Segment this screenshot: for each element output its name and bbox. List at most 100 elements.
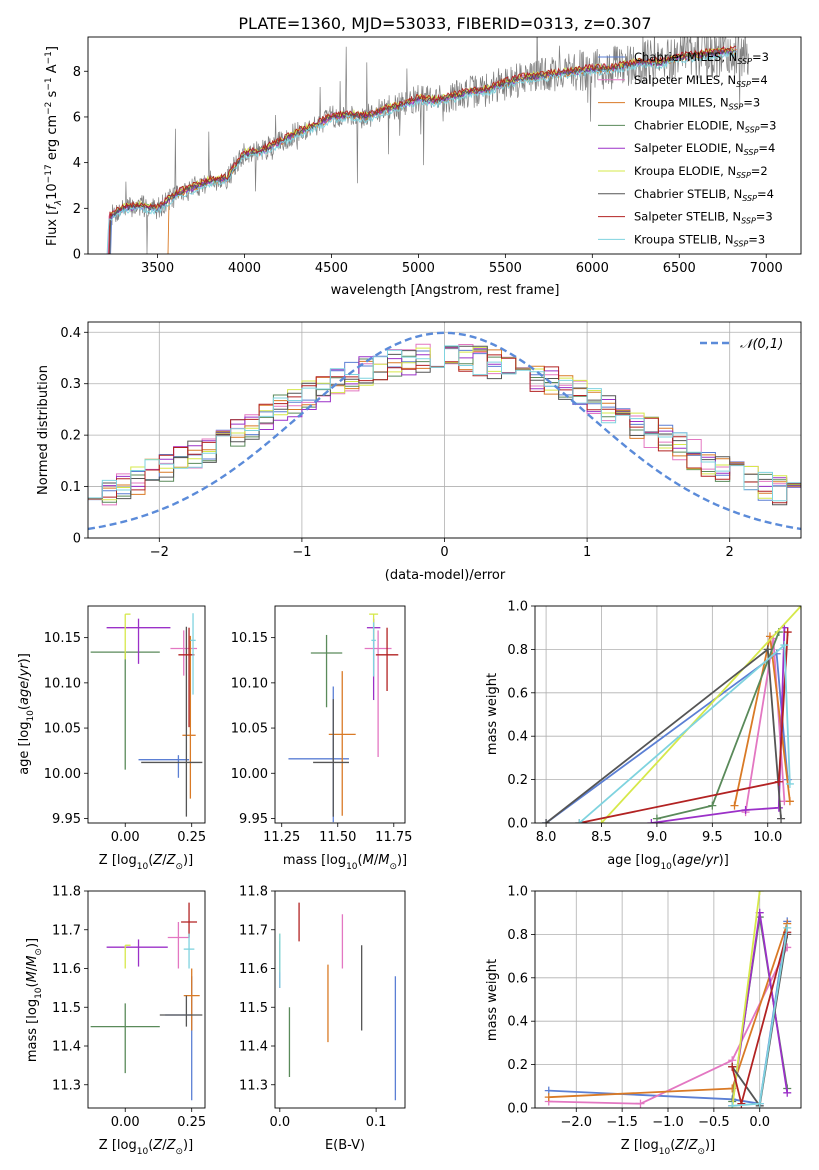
label-part: )]: [719, 853, 729, 868]
model-spectrum-line: [108, 45, 737, 254]
y-tick-label: 11.4: [239, 1040, 268, 1055]
errorbar-point: [190, 613, 196, 695]
legend-label-sub: SSP: [729, 103, 744, 112]
weight-point-marker: [755, 891, 764, 895]
weight-point-marker: [774, 803, 783, 812]
weight-point-marker: [730, 801, 739, 810]
errorbar-point: [183, 933, 195, 969]
weight-point-marker: [741, 805, 750, 814]
label-part: −17: [44, 164, 54, 183]
label-part: mass [: [25, 1019, 40, 1062]
y-tick-label: 0.4: [60, 326, 81, 341]
x-tick-label: 0.00: [111, 830, 140, 845]
label-part: 10: [34, 987, 44, 999]
label-part: age: [17, 681, 32, 705]
axes-mass_vs_Z: 0.00 0.25 11.3 11.4 11.5 11.6 11.7 11.8: [52, 885, 206, 1131]
label-part: /: [162, 1138, 167, 1153]
weight-point-marker: [647, 819, 656, 823]
label-part: (: [358, 853, 363, 868]
y-tick-label: 0.6: [507, 686, 528, 701]
y-tick-label: 4: [73, 156, 81, 171]
errorbar-point: [106, 618, 171, 664]
x-tick-label: 9.0: [647, 830, 668, 845]
label-part: s: [45, 90, 60, 101]
label-part: (: [148, 1138, 153, 1153]
y-tick-label: 10.15: [231, 631, 268, 646]
label-part: 10: [26, 710, 36, 722]
legend-label-sub: SSP: [737, 57, 752, 66]
weight-point-marker: [755, 1099, 764, 1108]
label-part: f: [45, 203, 60, 210]
weight-point-marker: [728, 1101, 737, 1108]
errorbar-point: [90, 1003, 160, 1074]
label-part: age [: [607, 853, 640, 868]
x-tick-label: −2.0: [560, 1115, 592, 1130]
y-tick-label: 10.00: [44, 767, 81, 782]
legend-label: Chabrier STELIB, NSSP=4: [634, 187, 774, 203]
label-part: Z [: [99, 853, 117, 868]
legend-label-base: Salpeter MILES, N: [634, 73, 736, 87]
x-tick-label: 4000: [228, 261, 261, 276]
legend-label-sub: SSP: [736, 171, 751, 180]
legend-label-sub: SSP: [736, 80, 751, 89]
legend-label: Salpeter MILES, NSSP=4: [634, 73, 768, 89]
x-tick-label: −0.5: [698, 1115, 730, 1130]
label-part: ⊙: [175, 1147, 183, 1157]
label-part: Z: [152, 853, 163, 868]
errorbar-point: [313, 699, 349, 817]
label-part: −1: [44, 51, 54, 64]
y-tick-label: 11.3: [52, 1078, 81, 1093]
y-tick-label: 0.2: [507, 1058, 528, 1073]
x-tick-label: −1.5: [606, 1115, 638, 1130]
axes-residuals: −2 −1 0 1 2 0 0.1 0.2 0.3 0.4: [60, 322, 801, 560]
weight-point-marker: [575, 819, 584, 823]
y-axis-label: Flux [fλ10−17 erg cm−2 s−1 A−1]: [44, 46, 64, 246]
label-part: )]: [705, 1138, 715, 1153]
x-tick-label: 4500: [315, 261, 348, 276]
weight-series-line: [545, 652, 789, 823]
plot-frame-spectrum: [87, 36, 802, 255]
label-part: Z [: [99, 1138, 117, 1153]
y-tick-label: 0.0: [507, 817, 528, 832]
weight-point-marker: [542, 819, 551, 823]
axes-mass_vs_EBV: 0.0 0.1 11.3 11.4 11.5 11.6 11.7 11.8: [239, 885, 386, 1131]
errorbar-point: [90, 651, 160, 770]
y-tick-label: 10.10: [231, 676, 268, 691]
label-part: Flux [: [45, 210, 60, 246]
label-part: 10: [137, 1147, 149, 1157]
y-tick-label: 6: [73, 110, 81, 125]
label-part: /: [684, 1138, 689, 1153]
legend-label-tail: =3: [748, 232, 765, 246]
label-part: log: [17, 722, 32, 742]
legend-label-base: Chabrier STELIB, N: [634, 187, 742, 201]
y-tick-label: 0.8: [507, 928, 528, 943]
x-tick-label: 8.5: [591, 830, 612, 845]
x-tick-label: 8.0: [536, 830, 557, 845]
x-axis-label: Z [log10(Z/Z⊙)]: [99, 1138, 193, 1157]
label-part: (: [17, 705, 32, 710]
y-tick-label: 0.8: [507, 643, 528, 658]
errorbar-point: [182, 635, 196, 799]
label-part: 10: [659, 1147, 671, 1157]
errorbar-point: [106, 939, 168, 967]
axes-spectrum: 3500 4000 4500 5000 5500 6000 6500 7000 0 2 4 6 8: [73, 65, 783, 276]
errorbar-point: [310, 634, 343, 708]
weight-point-marker: [597, 819, 606, 823]
label-part: ⊙: [389, 862, 397, 872]
y-tick-label: 11.3: [239, 1078, 268, 1093]
plot-frame-mass_vs_Z: [87, 890, 206, 1109]
x-tick-label: 0.25: [177, 1115, 206, 1130]
x-tick-label: 0.25: [177, 830, 206, 845]
label-part: ⊙: [175, 862, 183, 872]
label-part: Z [: [621, 1138, 639, 1153]
weight-point-marker: [636, 1099, 645, 1108]
errorbar-point: [178, 627, 195, 728]
label-part: age: [677, 853, 701, 868]
label-part: 10: [45, 183, 60, 200]
label-part: /: [701, 853, 706, 868]
legend-label-tail: =4: [751, 73, 768, 87]
label-part: mass [: [283, 853, 326, 868]
weight-point-marker: [708, 801, 717, 810]
x-tick-label: 0: [440, 545, 448, 560]
weight-point-marker: [728, 1062, 737, 1071]
